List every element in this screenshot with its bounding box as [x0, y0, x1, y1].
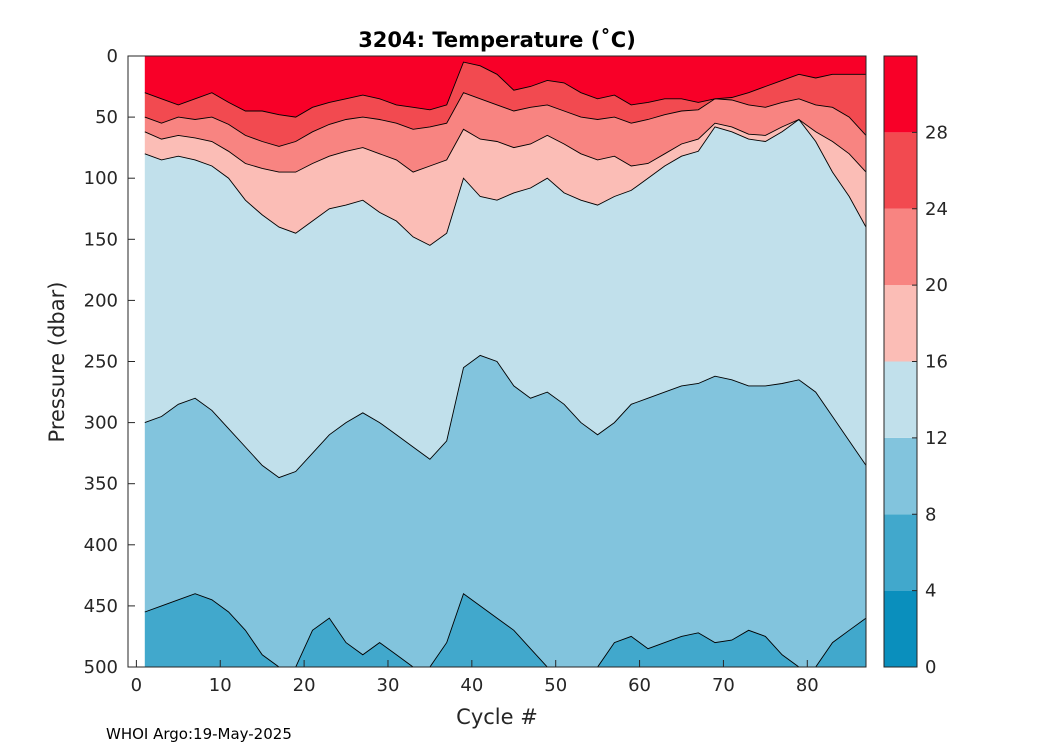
- colorbar-tick-label: 4: [925, 581, 936, 602]
- y-tick-label: 150: [84, 229, 118, 250]
- x-tick-label: 40: [460, 675, 483, 696]
- colorbar-tick-label: 28: [925, 122, 948, 143]
- x-tick-label: 50: [544, 675, 567, 696]
- colorbar-band: [884, 56, 917, 133]
- temperature-band-24: [144, 62, 867, 147]
- colorbar-tick-label: 20: [925, 275, 948, 296]
- y-axis-label: Pressure (dbar): [45, 282, 69, 443]
- colorbar-tick-label: 16: [925, 352, 948, 373]
- isotherm-20: [144, 118, 867, 173]
- isotherm-24: [144, 92, 867, 147]
- x-tick-label: 10: [209, 675, 232, 696]
- y-tick-label: 50: [95, 107, 118, 128]
- colorbar-band: [884, 285, 917, 362]
- temperature-band-16: [144, 119, 867, 246]
- temperature-band-8: [144, 355, 867, 667]
- y-tick-label: 100: [84, 168, 118, 189]
- x-axis: 0 10 20 30 40 50 60 70 80: [131, 660, 819, 696]
- isotherm-8: [144, 592, 867, 668]
- footer-credit: WHOI Argo:19-May-2025: [106, 725, 292, 743]
- colorbar-tick-label: 0: [925, 657, 936, 678]
- isotherm-16: [144, 118, 867, 246]
- y-tick-label: 300: [84, 413, 118, 434]
- y-tick-label: 450: [84, 596, 118, 617]
- x-tick-label: 80: [796, 675, 819, 696]
- x-tick-label: 0: [131, 675, 142, 696]
- temperature-band-20: [144, 92, 867, 173]
- colorbar-band: [884, 514, 917, 591]
- x-tick-label: 30: [377, 675, 400, 696]
- isotherm-12: [144, 354, 867, 479]
- y-tick-label: 500: [84, 657, 118, 678]
- y-tick-label: 200: [84, 290, 118, 311]
- colorbar-band: [884, 590, 917, 667]
- colorbar-band: [884, 132, 917, 209]
- x-axis-label: Cycle #: [456, 705, 538, 729]
- chart-title: 3204: Temperature (˚C): [358, 28, 636, 52]
- colorbar-band: [884, 208, 917, 286]
- y-tick-label: 350: [84, 474, 118, 495]
- colorbar-tick-label: 12: [925, 428, 948, 449]
- contour-fills: [144, 56, 867, 667]
- colorbar-tick-label: 24: [925, 199, 948, 220]
- y-axis: 0 50 100 150 200 250 300 350 400 450 500: [84, 46, 135, 678]
- y-tick-label: 400: [84, 535, 118, 556]
- y-tick-label: 250: [84, 352, 118, 373]
- temperature-band-28: [144, 56, 867, 118]
- isotherm-28: [144, 61, 866, 118]
- colorbar: 0 4 8 12 16 20 24 28: [883, 55, 948, 678]
- colorbar-band: [884, 437, 917, 515]
- colorbar-tick-label: 8: [925, 504, 936, 525]
- x-tick-label: 20: [293, 675, 316, 696]
- x-tick-label: 60: [628, 675, 651, 696]
- colorbar-band: [884, 361, 917, 438]
- isotherm-lines: [144, 61, 867, 668]
- x-tick-label: 70: [712, 675, 735, 696]
- temperature-band-below-8: [144, 593, 867, 667]
- y-tick-label: 0: [107, 46, 118, 67]
- temperature-band-12: [144, 119, 867, 478]
